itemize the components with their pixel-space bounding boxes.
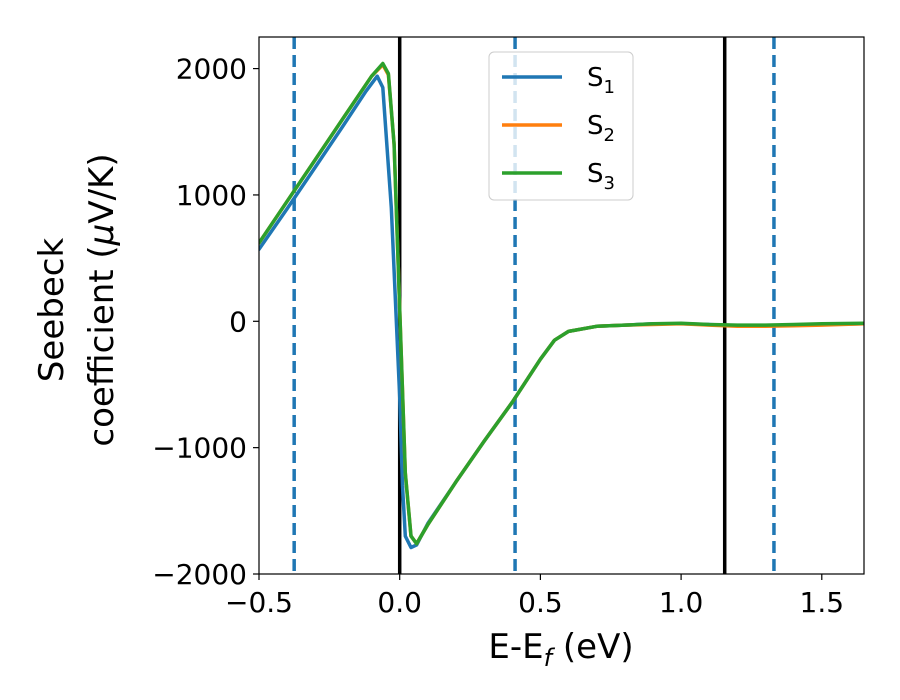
x-axis-label: E-Ef (eV) [488,627,633,672]
y-axis: −2000 −1000 0 1000 2000 [152,53,259,591]
y-tick-label: 1000 [176,179,247,212]
y-axis-label-line2: coefficient (μV/K) [82,153,122,446]
x-tick-label: 1.5 [800,586,845,619]
plot-frame [258,36,865,575]
series-line-3 [259,61,864,546]
y-tick-label: −1000 [152,432,247,465]
y-axis-label-line1: Seebeck [32,238,72,383]
y-tick-label: −2000 [152,558,247,591]
x-tick-label: 1.0 [659,586,704,619]
x-tick-label: 0.5 [518,586,563,619]
x-axis: −0.5 0.0 0.5 1.0 1.5 [225,574,844,619]
x-tick-label: 0.0 [377,586,422,619]
legend-label-3: S3 [587,159,615,194]
series-lines [259,61,864,550]
y-tick-label: 2000 [176,53,247,86]
legend: S1 S2 S3 [488,51,634,201]
legend-label-1: S1 [587,63,615,98]
x-tick-label: −0.5 [225,586,293,619]
legend-label-2: S2 [587,111,615,146]
y-tick-label: 0 [229,305,247,338]
